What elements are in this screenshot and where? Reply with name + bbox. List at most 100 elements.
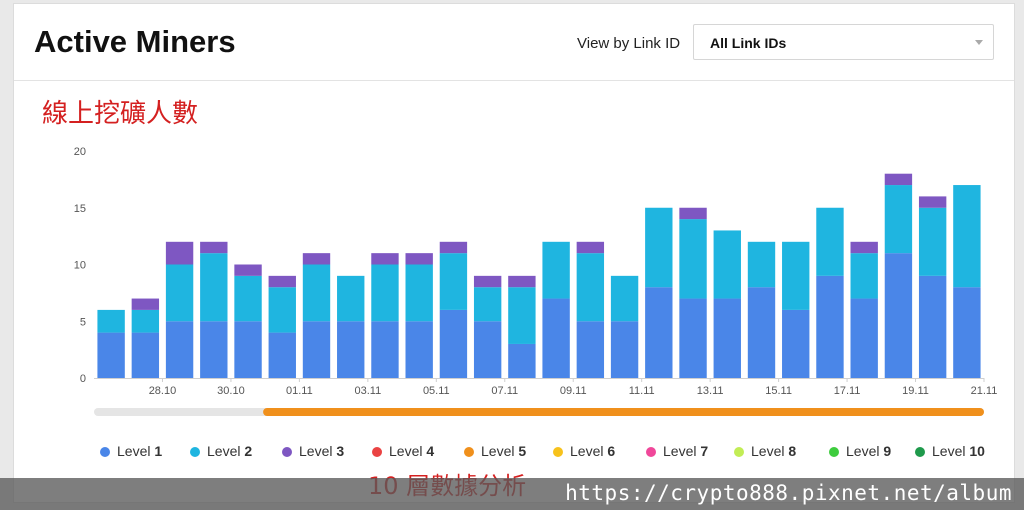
legend-label: Level	[299, 443, 337, 459]
y-tick-label: 0	[80, 373, 86, 385]
legend-label: Level	[751, 443, 789, 459]
bar-07.11-level-1	[473, 321, 502, 378]
bar-15.11-level-1	[747, 287, 776, 378]
bar-14.11-level-2	[713, 230, 741, 299]
legend-item-level-2[interactable]: Level 2	[190, 443, 252, 459]
bar-05.11-level-1	[405, 321, 433, 378]
legend-item-level-10[interactable]: Level 10	[915, 443, 985, 459]
bar-16.11-level-1	[782, 309, 810, 378]
bar-31.10-level-3	[234, 264, 262, 276]
x-tick-label: 17.11	[834, 385, 861, 397]
legend-item-level-3[interactable]: Level 3	[282, 443, 344, 459]
legend-dot-icon	[372, 447, 382, 457]
bar-13.11-level-2	[679, 219, 707, 299]
bar-21.11-level-1	[953, 287, 981, 378]
legend-dot-icon	[100, 447, 110, 457]
bar-13.11-level-3	[679, 207, 707, 220]
bar-18.11-level-2	[850, 253, 878, 299]
bar-02.11-level-2	[302, 264, 331, 322]
legend-item-level-9[interactable]: Level 9	[829, 443, 891, 459]
range-slider-selection[interactable]	[263, 408, 985, 416]
bar-11.11-level-1	[610, 321, 639, 378]
card-header: Active Miners View by Link ID All Link I…	[14, 4, 1014, 81]
x-tick-label: 07.11	[491, 385, 518, 397]
bar-10.11-level-1	[576, 321, 605, 378]
bar-08.11-level-2	[508, 287, 536, 344]
watermark-text: https://crypto888.pixnet.net/album	[565, 481, 1012, 505]
bar-05.11-level-3	[405, 253, 433, 265]
link-id-select-value: All Link IDs	[710, 35, 787, 51]
legend-label: Level	[932, 443, 970, 459]
bar-28.10-level-3	[131, 298, 160, 310]
bar-05.11-level-2	[405, 264, 433, 322]
bar-04.11-level-1	[371, 321, 399, 378]
bar-11.11-level-2	[610, 275, 639, 322]
legend-dot-icon	[829, 447, 839, 457]
bar-28.10-level-2	[131, 309, 160, 333]
legend-label: Level	[117, 443, 155, 459]
legend-number: 3	[336, 443, 345, 459]
bar-08.11-level-3	[508, 275, 536, 288]
bar-18.11-level-3	[850, 241, 878, 254]
bar-30.10-level-1	[200, 321, 228, 378]
bar-12.11-level-2	[645, 207, 673, 288]
x-tick-label: 09.11	[560, 385, 587, 397]
legend-dot-icon	[282, 447, 292, 457]
legend-item-level-7[interactable]: Level 7	[646, 443, 708, 459]
bar-30.10-level-2	[200, 253, 228, 322]
bar-19.11-level-2	[884, 185, 913, 254]
legend-item-level-1[interactable]: Level 1	[100, 443, 162, 459]
bar-13.11-level-1	[679, 298, 707, 378]
bar-01.11-level-1	[268, 332, 296, 378]
x-tick-label: 19.11	[902, 385, 929, 397]
legend-number: 9	[883, 443, 892, 459]
bar-31.10-level-2	[234, 275, 262, 322]
bar-29.10-level-2	[165, 264, 194, 322]
bar-19.11-level-3	[884, 173, 913, 186]
legend-item-level-4[interactable]: Level 4	[372, 443, 434, 459]
chart-legend: Level 1 Level 2 Level 3 Level 4 Level 5 Level…	[100, 443, 990, 463]
legend-label: Level	[663, 443, 701, 459]
legend-label: Level	[570, 443, 608, 459]
legend-dot-icon	[646, 447, 656, 457]
legend-item-level-6[interactable]: Level 6	[553, 443, 615, 459]
legend-number: 7	[700, 443, 709, 459]
x-tick-label: 11.11	[629, 385, 655, 397]
bar-02.11-level-3	[302, 253, 331, 265]
legend-number: 10	[969, 443, 985, 459]
bar-27.10-level-1	[97, 332, 125, 378]
stacked-bar-chart: 0 5 10 15 20 28.10 30.10 01.11 03.11 05.11 07.11 09…	[74, 146, 998, 416]
bar-07.11-level-2	[473, 287, 502, 322]
bar-30.10-level-3	[200, 241, 228, 254]
legend-number: 4	[426, 443, 435, 459]
annotation-top: 線上挖礦人數	[42, 99, 199, 129]
x-tick-label: 15.11	[765, 385, 792, 397]
link-id-select[interactable]: All Link IDs	[693, 24, 994, 60]
bar-09.11-level-2	[542, 241, 570, 299]
bar-01.11-level-2	[268, 287, 296, 333]
y-tick-label: 10	[74, 260, 86, 272]
legend-label: Level	[207, 443, 245, 459]
bar-01.11-level-3	[268, 275, 296, 288]
legend-label: Level	[846, 443, 884, 459]
bar-03.11-level-1	[337, 321, 365, 378]
legend-number: 8	[788, 443, 797, 459]
bar-17.11-level-1	[816, 275, 844, 378]
legend-label: Level	[481, 443, 519, 459]
legend-item-level-8[interactable]: Level 8	[734, 443, 796, 459]
x-tick-label: 01.11	[286, 385, 313, 397]
legend-number: 2	[244, 443, 253, 459]
x-tick-label: 13.11	[697, 385, 724, 397]
x-tick-label: 30.10	[217, 385, 245, 397]
x-tick-label: 21.11	[971, 385, 998, 397]
legend-dot-icon	[734, 447, 744, 457]
bar-12.11-level-1	[645, 287, 673, 378]
bar-06.11-level-1	[439, 309, 468, 378]
view-by-label: View by Link ID	[577, 35, 681, 52]
bar-16.11-level-2	[782, 241, 810, 310]
x-tick-label: 03.11	[354, 385, 381, 397]
legend-item-level-5[interactable]: Level 5	[464, 443, 526, 459]
bar-17.11-level-2	[816, 207, 844, 276]
y-tick-label: 15	[74, 203, 86, 215]
bar-27.10-level-2	[97, 309, 125, 333]
